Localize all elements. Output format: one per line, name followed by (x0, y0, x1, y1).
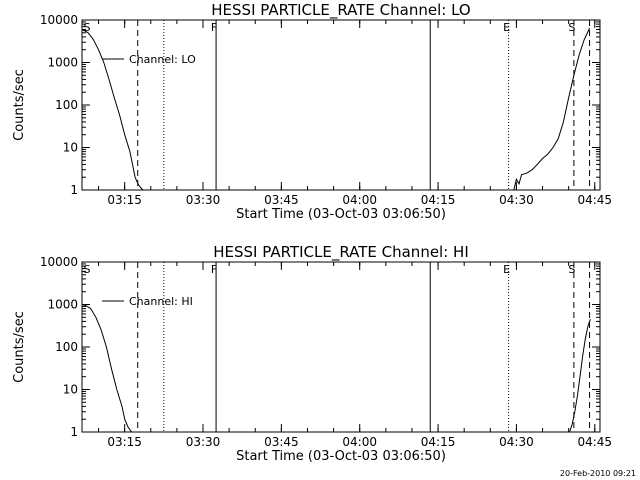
y-tick-label: 100 (55, 340, 78, 354)
y-tick-label: 1 (70, 183, 78, 197)
x-tick-label: 04:30 (499, 193, 534, 207)
event-flag-label: S (84, 263, 91, 276)
event-flag-label: S (568, 263, 575, 276)
x-tick-label: 04:30 (499, 435, 534, 449)
y-tick-label: 10 (63, 383, 78, 397)
y-tick-label: 1000 (47, 298, 78, 312)
panel-channel-hi: HESSI PARTICLE_RATE Channel: HI 03:15 03:3… (12, 243, 612, 464)
chart-title: HESSI PARTICLE_RATE Channel: HI (213, 243, 469, 262)
series-line (513, 27, 591, 191)
x-tick-label: 04:00 (342, 435, 377, 449)
x-tick-label: 03:30 (186, 193, 221, 207)
event-flag-label: F (211, 21, 217, 34)
y-tick-label: 1000 (47, 56, 78, 70)
event-flag-label: E (503, 263, 510, 276)
x-tick-label: 04:00 (342, 193, 377, 207)
y-tick-label: 1 (70, 425, 78, 439)
plot-frame (81, 261, 601, 433)
x-tick-label: 04:45 (577, 435, 612, 449)
y-tick-label: 100 (55, 98, 78, 112)
panel-channel-lo: HESSI PARTICLE_RATE Channel: LO 03:15 03:3… (12, 1, 612, 222)
plot-frame (81, 19, 601, 191)
series-line (81, 28, 144, 191)
legend-label: Channel: LO (129, 53, 196, 66)
x-tick-label: 04:45 (577, 193, 612, 207)
event-flag-label: F (211, 263, 217, 276)
y-axis-label: Counts/sec (12, 311, 27, 383)
x-tick-label: 04:15 (421, 193, 456, 207)
x-axis-label: Start Time (03-Oct-03 03:06:50) (236, 207, 446, 222)
y-tick-label: 10 (63, 141, 78, 155)
y-axis-label: Counts/sec (12, 69, 27, 141)
series-line (569, 319, 591, 433)
chart-title: HESSI PARTICLE_RATE Channel: LO (211, 1, 470, 20)
x-tick-label: 03:15 (107, 435, 142, 449)
x-axis-label: Start Time (03-Oct-03 03:06:50) (236, 449, 446, 464)
x-tick-label: 03:45 (264, 435, 299, 449)
x-tick-label: 03:45 (264, 193, 299, 207)
event-flag-label: S (568, 21, 575, 34)
series-line (81, 304, 133, 433)
y-tick-label: 10000 (40, 13, 78, 27)
x-tick-label: 04:15 (421, 435, 456, 449)
legend-label: Channel: HI (129, 295, 193, 308)
x-tick-label: 03:30 (186, 435, 221, 449)
event-flag-label: S (84, 21, 91, 34)
y-tick-label: 10000 (40, 255, 78, 269)
footer-timestamp: 20-Feb-2010 09:21 (560, 469, 636, 478)
event-flag-label: E (503, 21, 510, 34)
x-tick-label: 03:15 (107, 193, 142, 207)
